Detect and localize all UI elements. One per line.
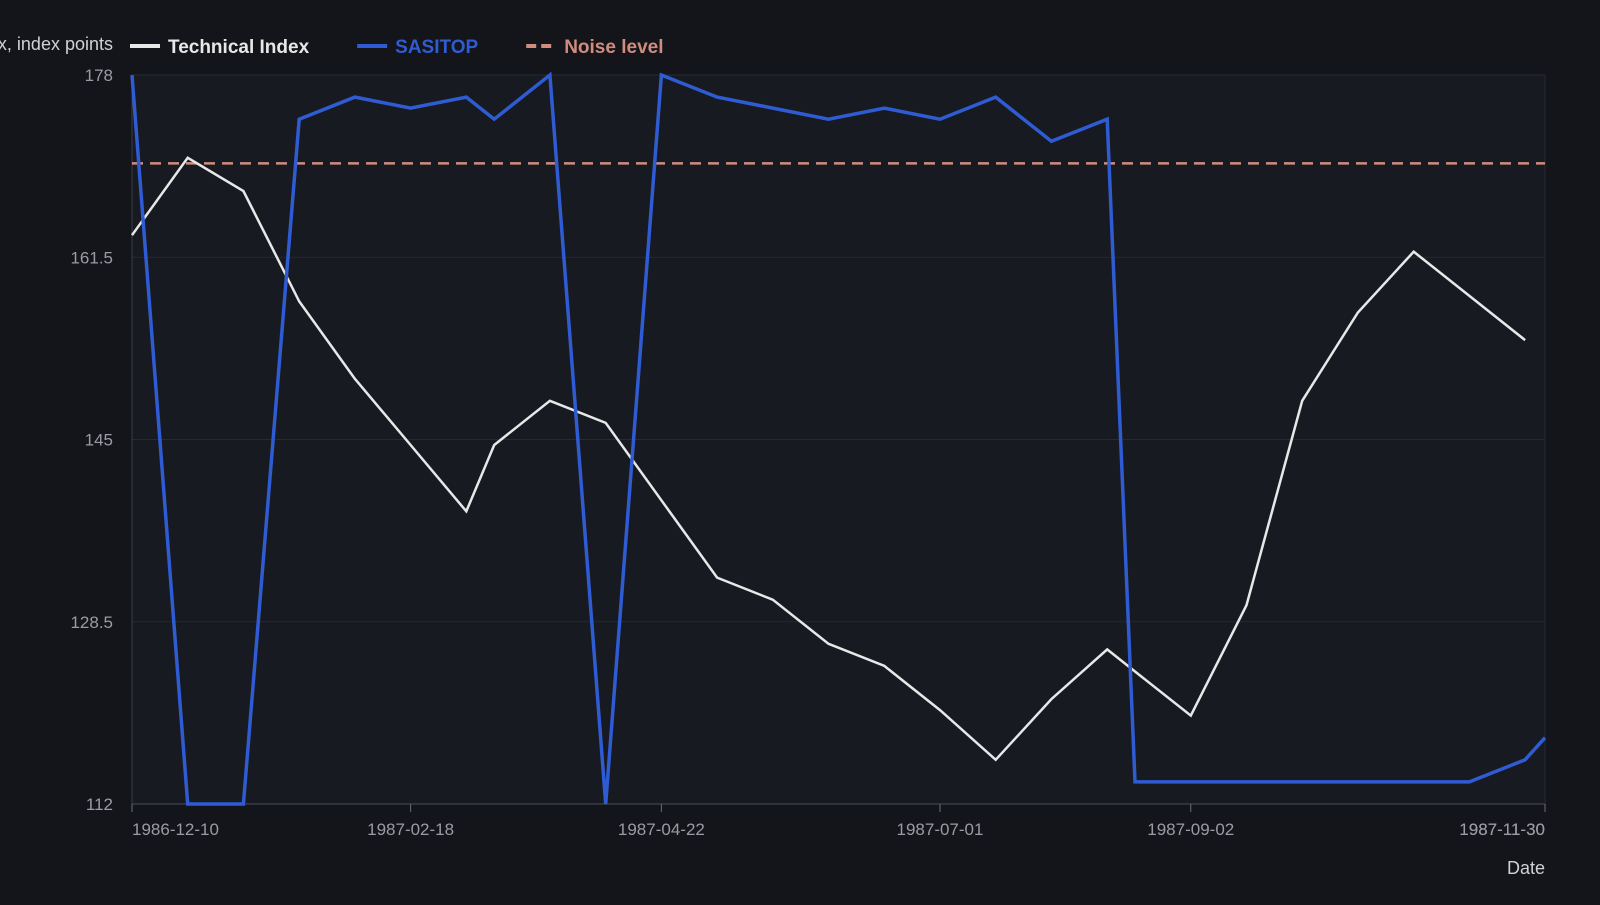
x-tick-label: 1987-04-22 — [618, 820, 705, 839]
x-tick-label: 1987-02-18 — [367, 820, 454, 839]
legend-label-technical-index: Technical Index — [168, 37, 310, 58]
y-tick-label: 145 — [85, 431, 113, 450]
sasitop-line — [130, 71, 1547, 806]
x-tick-label: 1987-09-02 — [1147, 820, 1234, 839]
y-tick-label: 112 — [86, 795, 113, 814]
legend-label-noise-level: Noise level — [564, 37, 663, 58]
y-tick-label: 178 — [85, 66, 113, 85]
legend: Technical Index SASITOP Noise level — [130, 37, 663, 58]
y-tick-label: 128.5 — [70, 613, 113, 632]
x-axis-title: Date — [1507, 858, 1545, 878]
series-lines — [130, 71, 1547, 806]
x-tick-label: 1987-07-01 — [897, 820, 984, 839]
y-tick-label: 161.5 — [70, 248, 113, 267]
technical-index-line — [130, 156, 1526, 762]
x-tick-label: 1987-11-30 — [1459, 820, 1545, 839]
y-axis-title: Index, index points — [0, 34, 113, 54]
axes: 112 128.5 145 161.5 178 1986-12-10 1987-02-18 1… — [70, 66, 1546, 839]
x-tick-label: 1987-11-30 — [1459, 820, 1545, 839]
legend-label-sasitop: SASITOP — [395, 37, 478, 58]
x-tick-label: 1986-12-10 — [132, 820, 219, 839]
